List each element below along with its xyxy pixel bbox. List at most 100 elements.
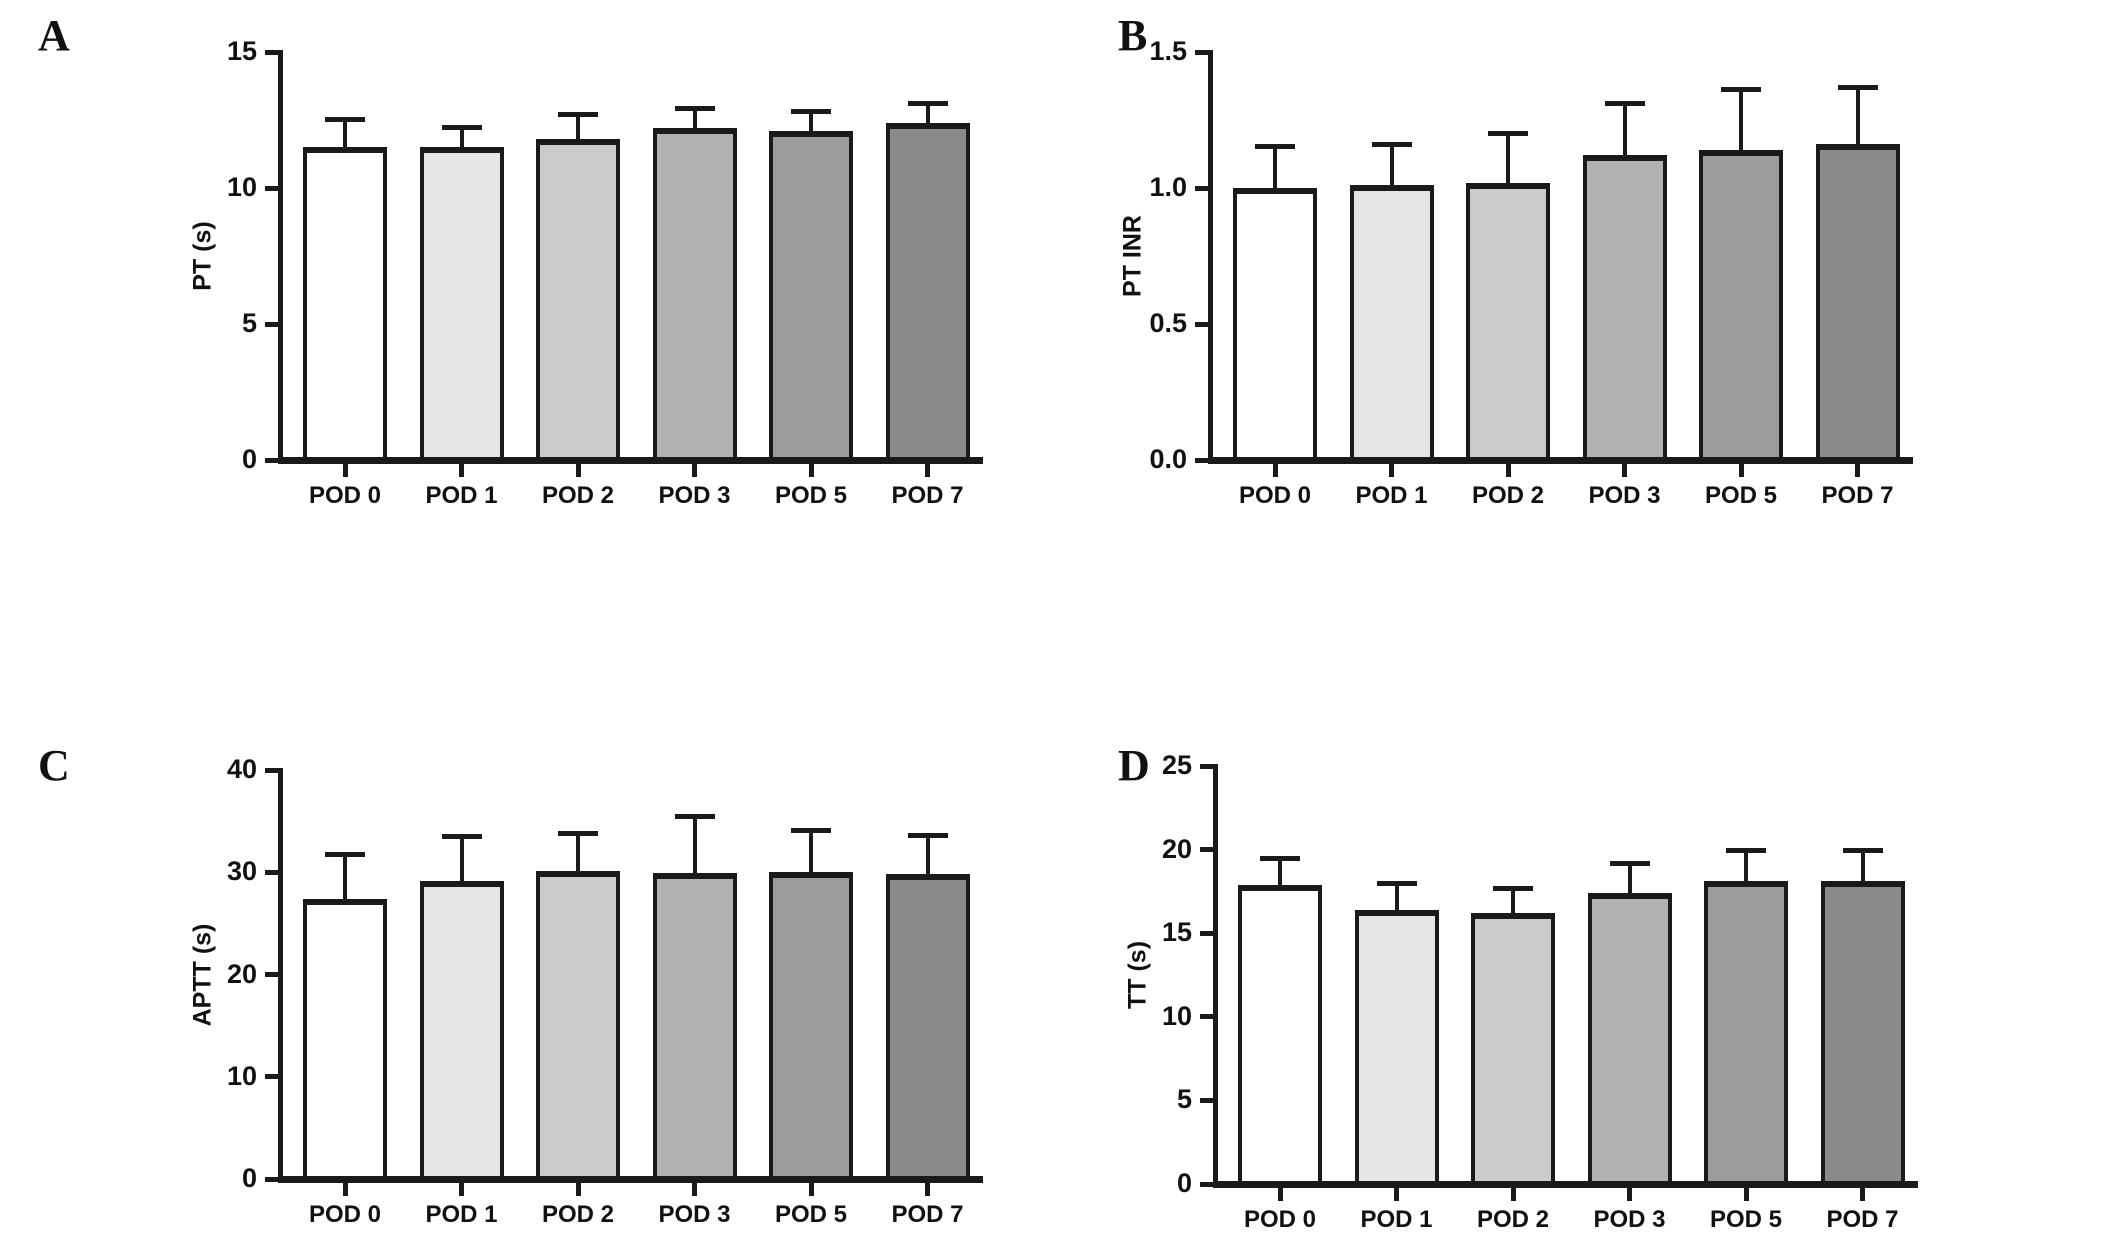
error-bar-stem-c-pod-7 — [925, 833, 930, 881]
x-label-c-pod-3: POD 3 — [658, 1201, 731, 1228]
y-axis-line-d — [1213, 764, 1218, 1188]
error-bar-stem-c-pod-5 — [809, 828, 813, 879]
error-bar-cap-d-pod-3 — [1609, 861, 1650, 867]
x-tick-c-pod-0 — [342, 1183, 348, 1196]
y-tick-label-d-5: 5 — [1176, 1084, 1192, 1115]
bar-a-pod-0 — [303, 147, 387, 460]
error-bar-cap-c-pod-2 — [558, 831, 598, 837]
y-axis-title-d: TT (s) — [1123, 940, 1152, 1010]
error-bar-stem-c-pod-1 — [459, 834, 464, 888]
x-label-d-pod-1: POD 1 — [1360, 1206, 1433, 1233]
y-axis-title-a: PT (s) — [188, 221, 217, 291]
y-tick-label-d-0: 0 — [1176, 1168, 1192, 1198]
bar-c-pod-2 — [536, 871, 620, 1179]
x-tick-a-pod-1 — [459, 464, 464, 477]
y-tick-label-a-5: 5 — [241, 308, 257, 338]
x-tick-d-pod-7 — [1860, 1188, 1865, 1201]
bar-d-pod-3 — [1587, 893, 1672, 1184]
y-tick-label-b-1.5: 1.5 — [1149, 36, 1187, 66]
x-label-a-pod-0: POD 0 — [308, 482, 382, 509]
x-tick-c-pod-3 — [692, 1183, 697, 1196]
x-label-b-pod-3: POD 3 — [1588, 482, 1661, 509]
error-bar-stem-b-pod-7 — [1855, 84, 1860, 151]
x-label-d-pod-7: POD 7 — [1826, 1206, 1899, 1233]
x-tick-b-pod-3 — [1622, 464, 1627, 477]
error-bar-cap-b-pod-3 — [1604, 100, 1645, 106]
error-bar-stem-a-pod-3 — [692, 106, 697, 135]
y-tick-a-10 — [265, 185, 278, 191]
y-tick-label-c-40: 40 — [226, 754, 257, 784]
error-bar-cap-b-pod-7 — [1837, 84, 1878, 90]
error-bar-cap-d-pod-1 — [1376, 881, 1417, 887]
error-bar-cap-b-pod-5 — [1721, 87, 1761, 93]
error-bar-cap-d-pod-2 — [1493, 886, 1533, 892]
x-axis-line-d — [1213, 1181, 1918, 1188]
y-tick-label-c-10: 10 — [226, 1060, 257, 1091]
y-tick-d-20 — [1200, 847, 1213, 853]
y-axis-line-b — [1208, 50, 1213, 464]
error-bar-stem-b-pod-0 — [1273, 144, 1277, 194]
x-tick-c-pod-2 — [575, 1183, 581, 1196]
error-bar-stem-d-pod-1 — [1394, 881, 1399, 916]
x-label-a-pod-1: POD 1 — [425, 482, 498, 509]
panel-d-plot: TT (s) 0 5 10 15 20 25 POD 0 POD 1 POD 2 POD 3 POD … — [1124, 752, 1918, 1233]
y-tick-label-d-25: 25 — [1161, 750, 1192, 780]
x-label-b-pod-7: POD 7 — [1821, 482, 1894, 509]
x-label-c-pod-5: POD 5 — [774, 1201, 848, 1228]
x-label-c-pod-1: POD 1 — [425, 1201, 498, 1228]
y-tick-d-0 — [1200, 1181, 1213, 1187]
bar-b-pod-0 — [1233, 188, 1317, 460]
x-tick-c-pod-5 — [808, 1183, 814, 1196]
x-tick-b-pod-1 — [1389, 464, 1394, 477]
x-tick-b-pod-2 — [1505, 464, 1511, 477]
error-bar-cap-a-pod-5 — [791, 109, 831, 115]
bar-a-pod-5 — [769, 130, 853, 460]
y-tick-label-b-0.5: 0.5 — [1149, 308, 1187, 338]
y-tick-d-10 — [1200, 1014, 1213, 1020]
x-label-a-pod-5: POD 5 — [774, 482, 848, 509]
error-bar-stem-d-pod-3 — [1627, 861, 1632, 900]
bar-b-pod-5 — [1699, 149, 1783, 460]
y-tick-c-10 — [265, 1074, 278, 1080]
error-bar-stem-b-pod-3 — [1622, 100, 1627, 162]
bar-a-pod-3 — [652, 128, 737, 460]
error-bar-cap-a-pod-1 — [441, 125, 482, 131]
error-bar-stem-a-pod-5 — [809, 109, 813, 137]
panel-letter-b: B — [1118, 11, 1148, 60]
error-bar-cap-a-pod-0 — [325, 117, 365, 123]
panel-a-plot: PT (s) 0 5 10 15 POD 0 POD 1 POD 2 POD 3 POD 5 POD… — [189, 38, 983, 509]
y-tick-label-d-15: 15 — [1161, 917, 1192, 948]
x-tick-d-pod-1 — [1394, 1188, 1399, 1201]
y-tick-a-5 — [265, 321, 278, 327]
panel-c-plot: APTT (s) 0 10 20 30 40 POD 0 POD 1 POD 2 POD 3 POD… — [189, 756, 983, 1228]
error-bar-stem-b-pod-1 — [1389, 141, 1394, 192]
x-tick-c-pod-7 — [925, 1183, 930, 1196]
x-label-b-pod-5: POD 5 — [1704, 482, 1778, 509]
x-label-b-pod-0: POD 0 — [1238, 482, 1312, 509]
y-tick-c-20 — [265, 972, 278, 977]
x-tick-d-pod-0 — [1277, 1188, 1283, 1201]
error-bar-stem-d-pod-7 — [1860, 847, 1865, 888]
bar-d-pod-1 — [1354, 909, 1439, 1184]
error-bar-cap-a-pod-2 — [558, 111, 598, 117]
x-label-c-pod-7: POD 7 — [891, 1201, 964, 1228]
y-tick-a-0 — [265, 457, 278, 463]
x-label-d-pod-2: POD 2 — [1476, 1206, 1550, 1233]
error-bar-cap-a-pod-7 — [907, 100, 948, 106]
bar-a-pod-2 — [536, 139, 620, 460]
y-tick-label-a-15: 15 — [226, 36, 257, 66]
bar-d-pod-2 — [1471, 913, 1555, 1184]
error-bar-stem-d-pod-0 — [1278, 856, 1282, 891]
error-bar-stem-c-pod-0 — [343, 851, 347, 905]
panel-letter-c: C — [38, 741, 70, 790]
x-tick-d-pod-5 — [1743, 1188, 1749, 1201]
x-tick-a-pod-0 — [342, 464, 348, 477]
y-tick-d-5 — [1200, 1097, 1213, 1103]
x-axis-line-c — [278, 1176, 983, 1183]
bar-d-pod-0 — [1238, 884, 1322, 1184]
x-label-d-pod-3: POD 3 — [1593, 1206, 1666, 1233]
x-tick-b-pod-5 — [1738, 464, 1744, 477]
y-tick-label-d-10: 10 — [1161, 1000, 1192, 1031]
y-tick-c-40 — [265, 767, 278, 773]
x-axis-line-a — [278, 457, 983, 464]
